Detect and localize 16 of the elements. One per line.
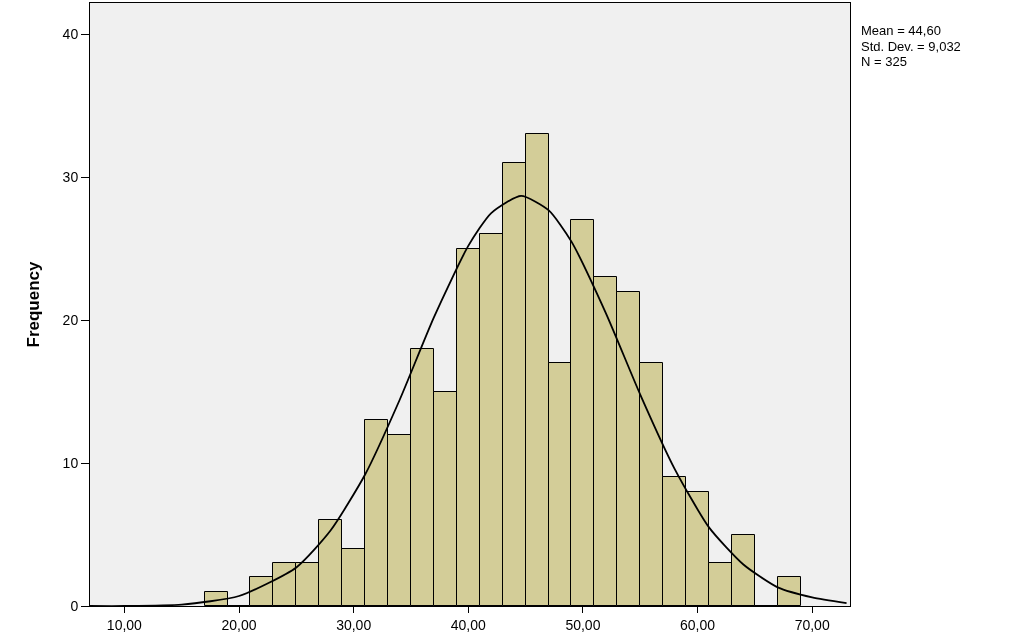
x-tick-label: 30,00: [336, 616, 372, 633]
y-tick-label: 20: [62, 312, 79, 329]
x-tick-label: 10,00: [106, 616, 143, 633]
text: N = 325: [861, 54, 907, 69]
x-tick-label: 20,00: [221, 616, 257, 633]
y-axis-title: Frequency: [24, 260, 44, 348]
x-tick-label: 40,00: [450, 616, 486, 633]
text: Mean = 44,60: [861, 23, 941, 38]
y-tick-label: 0: [70, 597, 79, 614]
y-tick-label: 10: [62, 455, 79, 472]
text: Std. Dev. = 9,032: [861, 39, 961, 54]
x-tick-label: 70,00: [794, 616, 830, 633]
x-tick-label: 60,00: [680, 616, 716, 633]
y-tick-label: 40: [62, 26, 79, 43]
x-tick-label: 50,00: [565, 616, 601, 633]
y-tick-label: 30: [62, 169, 79, 186]
